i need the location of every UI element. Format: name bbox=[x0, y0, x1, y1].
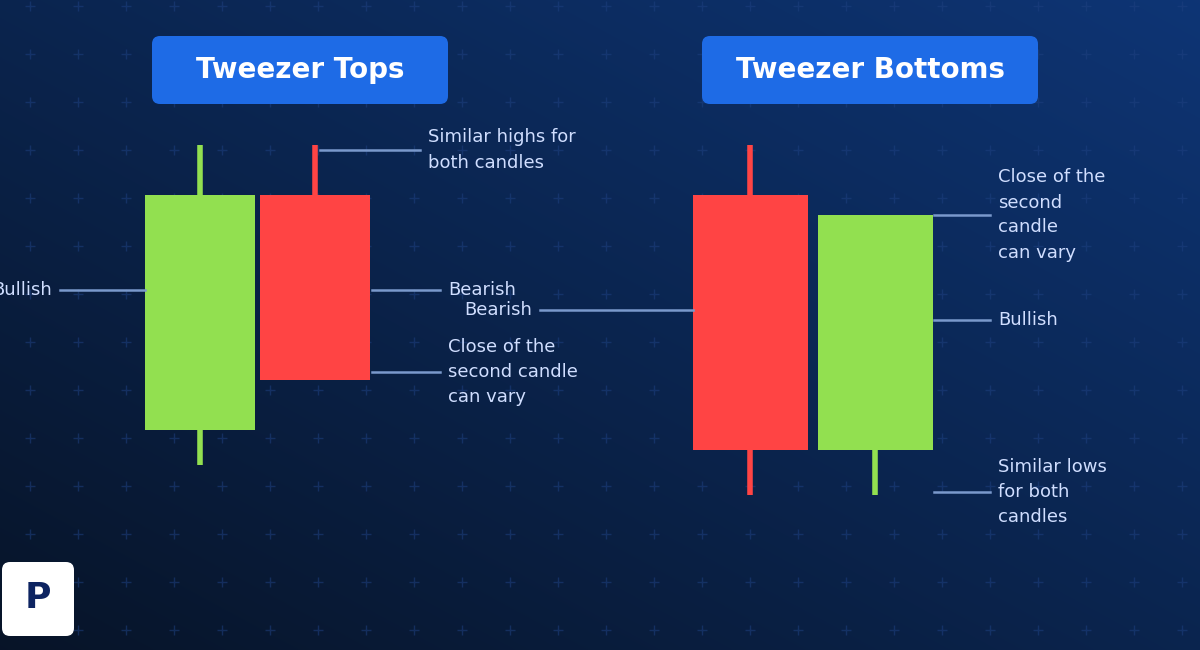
Text: Bearish: Bearish bbox=[464, 301, 532, 319]
Bar bbox=[145, 195, 256, 430]
Text: Bearish: Bearish bbox=[448, 281, 516, 299]
Text: Tweezer Tops: Tweezer Tops bbox=[196, 56, 404, 84]
FancyBboxPatch shape bbox=[702, 36, 1038, 104]
Text: Bullish: Bullish bbox=[998, 311, 1057, 329]
FancyBboxPatch shape bbox=[2, 562, 74, 636]
Text: Close of the
second
candle
can vary: Close of the second candle can vary bbox=[998, 168, 1105, 261]
Bar bbox=[817, 215, 932, 450]
Bar bbox=[692, 195, 808, 450]
Text: Similar highs for
both candles: Similar highs for both candles bbox=[428, 129, 576, 172]
Text: Close of the
second candle
can vary: Close of the second candle can vary bbox=[448, 338, 578, 406]
Text: Tweezer Bottoms: Tweezer Bottoms bbox=[736, 56, 1004, 84]
Bar bbox=[260, 195, 370, 380]
FancyBboxPatch shape bbox=[152, 36, 448, 104]
Text: Bullish: Bullish bbox=[0, 281, 52, 299]
Text: Similar lows
for both
candles: Similar lows for both candles bbox=[998, 458, 1106, 526]
Text: P: P bbox=[25, 581, 52, 615]
